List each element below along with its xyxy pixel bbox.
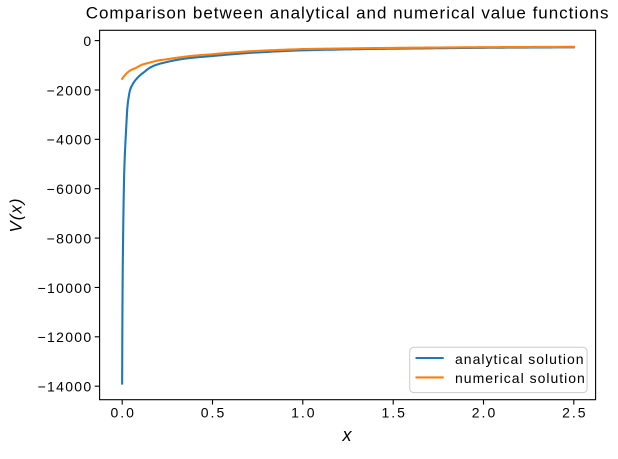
svg-text:−6000: −6000: [47, 181, 93, 197]
svg-text:−14000: −14000: [38, 379, 93, 395]
svg-text:1.5: 1.5: [381, 405, 406, 421]
svg-text:numerical solution: numerical solution: [455, 370, 586, 386]
svg-text:0.5: 0.5: [201, 405, 226, 421]
svg-text:2.0: 2.0: [472, 405, 497, 421]
svg-text:−4000: −4000: [47, 132, 93, 148]
svg-text:−8000: −8000: [47, 230, 93, 246]
svg-text:2.5: 2.5: [562, 405, 587, 421]
svg-text:1.0: 1.0: [291, 405, 316, 421]
svg-text:0: 0: [83, 33, 92, 49]
svg-text:−10000: −10000: [38, 280, 93, 296]
svg-text:analytical solution: analytical solution: [455, 351, 585, 367]
svg-text:0.0: 0.0: [110, 405, 135, 421]
svg-text:−12000: −12000: [38, 329, 93, 345]
svg-text:x: x: [342, 425, 353, 445]
svg-text:−2000: −2000: [47, 82, 93, 98]
svg-text:V(x): V(x): [7, 197, 26, 232]
svg-text:Comparison between analytical: Comparison between analytical and numeri…: [86, 4, 610, 23]
